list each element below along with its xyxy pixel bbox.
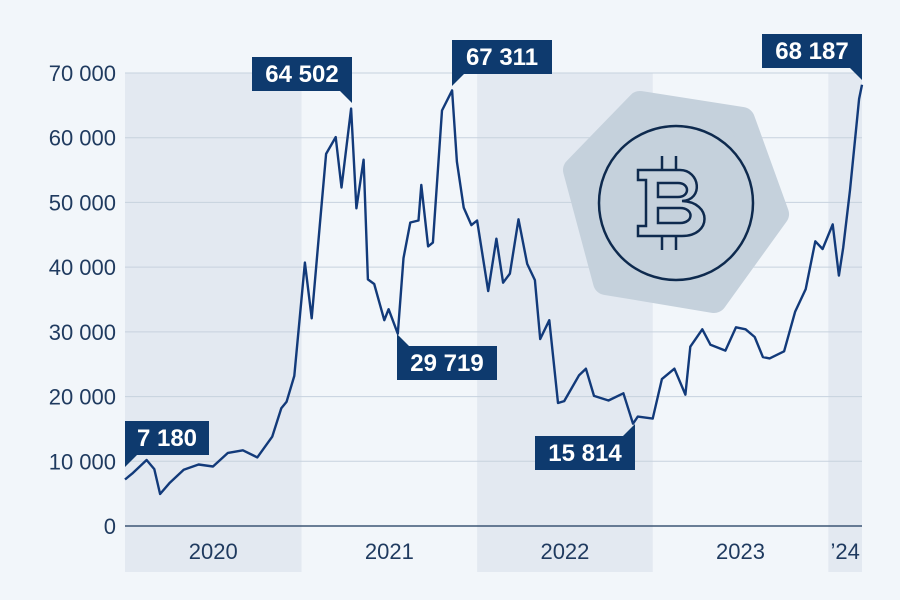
y-tick-label: 30 000 — [49, 320, 116, 345]
callout-box — [125, 421, 209, 455]
callout-pointer — [125, 455, 137, 467]
callout-label: 68 187 — [775, 38, 848, 65]
y-tick-label: 0 — [104, 514, 116, 539]
x-tick-label: ’24 — [830, 539, 859, 564]
y-tick-label: 60 000 — [49, 126, 116, 151]
year-band — [125, 73, 302, 572]
price-callout: 67 311 — [452, 40, 552, 86]
price-callout: 7 180 — [125, 421, 209, 467]
bitcoin-symbol-icon — [636, 156, 706, 250]
callout-pointer — [397, 334, 409, 346]
callout-label: 67 311 — [466, 44, 538, 71]
callout-box — [452, 40, 552, 74]
year-band — [828, 73, 862, 572]
callout-label: 64 502 — [265, 61, 338, 88]
callout-pointer — [850, 68, 862, 80]
price-callout: 29 719 — [397, 334, 497, 380]
y-tick-label: 20 000 — [49, 385, 116, 410]
x-tick-label: 2020 — [189, 539, 238, 564]
y-tick-label: 40 000 — [49, 255, 116, 280]
price-callouts: 7 180 64 502 29 719 67 311 15 814 68 187 — [125, 34, 862, 470]
badge-background — [563, 91, 789, 313]
price-callout: 68 187 — [762, 34, 862, 80]
y-tick-label: 10 000 — [49, 449, 116, 474]
callout-label: 7 180 — [137, 425, 197, 452]
callout-box — [252, 57, 352, 91]
callout-label: 15 814 — [548, 440, 622, 467]
callout-pointer — [623, 424, 635, 436]
y-axis: 0 10 000 20 000 30 000 40 000 50 000 60 000 70 … — [49, 61, 116, 539]
price-callout: 15 814 — [535, 424, 635, 470]
x-axis: 2020 2021 2022 2023 ’24 — [189, 539, 860, 564]
y-tick-label: 70 000 — [49, 61, 116, 86]
callout-box — [397, 346, 497, 380]
price-line — [124, 84, 864, 496]
x-tick-label: 2021 — [365, 539, 414, 564]
x-tick-label: 2023 — [716, 539, 765, 564]
y-tick-label: 50 000 — [49, 190, 116, 215]
price-callout: 64 502 — [252, 57, 352, 103]
callout-label: 29 719 — [410, 350, 483, 377]
x-tick-label: 2022 — [540, 539, 589, 564]
bitcoin-coin-icon — [597, 124, 755, 282]
callout-box — [535, 436, 635, 470]
callout-pointer — [340, 91, 352, 103]
bitcoin-logo-badge — [563, 91, 789, 313]
callout-box — [762, 34, 862, 68]
callout-pointer — [452, 74, 464, 86]
